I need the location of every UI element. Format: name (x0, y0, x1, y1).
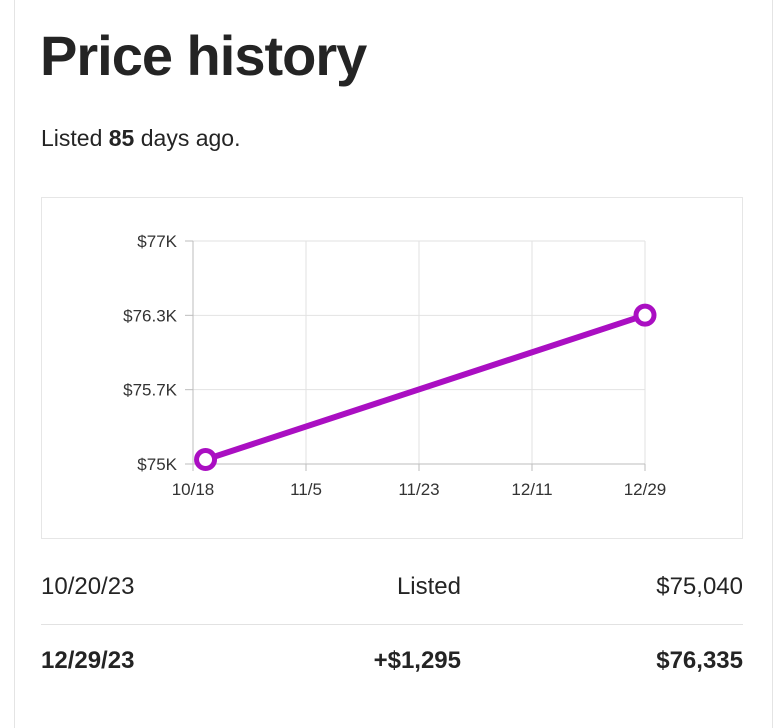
page-title: Price history (40, 24, 367, 87)
price-series-line (202, 312, 648, 463)
price-history-card (14, 0, 773, 728)
history-row: 10/20/23 Listed $75,040 (41, 551, 743, 623)
listed-summary: Listed 85 days ago. (41, 124, 241, 152)
x-tick-label: 12/11 (511, 480, 552, 499)
y-tick-label: $76.3K (123, 306, 178, 325)
x-tick-label: 10/18 (172, 480, 215, 499)
history-date: 10/20/23 (41, 573, 135, 600)
price-chart-svg: 10/18 11/5 11/23 12/11 12/29 $75K $75.7K $76.3K… (123, 232, 667, 499)
history-price: $76,335 (656, 647, 743, 674)
history-date: 12/29/23 (41, 647, 135, 674)
price-chart: 10/18 11/5 11/23 12/11 12/29 $75K $75.7K $76.3K… (41, 197, 743, 539)
price-point (194, 448, 218, 472)
history-event: Listed (396, 573, 461, 600)
x-tick-label: 11/5 (290, 480, 322, 499)
y-tick-label: $77K (137, 232, 177, 251)
row-divider (41, 624, 743, 625)
y-tick-label: $75.7K (123, 381, 178, 400)
x-tick-label: 12/29 (624, 480, 667, 499)
history-price: $75,040 (656, 573, 743, 600)
listed-prefix: Listed (41, 125, 103, 151)
history-change: +$1,295 (373, 647, 461, 674)
listed-days: 85 (108, 125, 135, 151)
x-tick-label: 11/23 (398, 480, 439, 499)
history-row: 12/29/23 +$1,295 $76,335 (41, 625, 743, 697)
listed-suffix: days ago. (140, 125, 241, 151)
price-point (633, 303, 657, 327)
y-tick-label: $75K (137, 455, 177, 474)
